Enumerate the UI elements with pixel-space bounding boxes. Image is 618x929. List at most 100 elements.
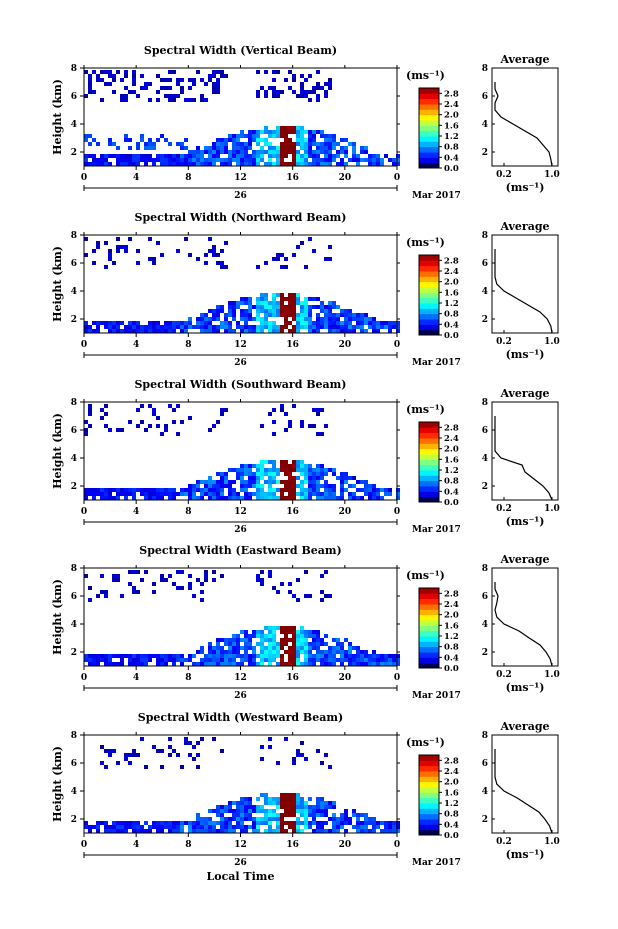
heatmap-cell	[272, 305, 276, 309]
heatmap-cell	[316, 476, 320, 480]
heatmap-cell	[212, 253, 216, 257]
heatmap-cell	[320, 658, 324, 662]
heatmap-cell	[340, 650, 344, 654]
heatmap-cell	[140, 329, 144, 333]
heatmap-cell	[156, 321, 160, 325]
heatmap-cell	[260, 658, 264, 662]
heatmap-cell	[124, 98, 128, 102]
heatmap-cell	[332, 158, 336, 162]
heatmap-cell	[296, 809, 300, 813]
heatmap-cell	[348, 492, 352, 496]
colorbar-tick-label: 2.0	[444, 278, 459, 288]
heatmap-cell	[224, 317, 228, 321]
heatmap-cell	[108, 753, 112, 757]
heatmap-cell	[188, 582, 192, 586]
heatmap-cell	[120, 98, 124, 102]
heatmap-cell	[312, 472, 316, 476]
heatmap-cell	[240, 325, 244, 329]
heatmap-cell	[360, 829, 364, 833]
heatmap-cell	[112, 329, 116, 333]
heatmap-cell	[152, 745, 156, 749]
heatmap-cell	[332, 472, 336, 476]
heatmap-cell	[224, 484, 228, 488]
heatmap-cell	[140, 654, 144, 658]
heatmap-cell	[376, 154, 380, 158]
heatmap-cell	[260, 146, 264, 150]
heatmap-cell	[168, 98, 172, 102]
heatmap-cell	[300, 158, 304, 162]
heatmap-cell	[272, 86, 276, 90]
heatmap-cell	[272, 638, 276, 642]
heatmap-cell	[296, 134, 300, 138]
heatmap-cell	[288, 305, 292, 309]
heatmap-cell	[84, 253, 88, 257]
heatmap-cell	[356, 646, 360, 650]
heatmap-cell	[128, 146, 132, 150]
heatmap-cell	[104, 821, 108, 825]
heatmap-cell	[260, 130, 264, 134]
heatmap-cell	[288, 480, 292, 484]
heatmap-cell	[136, 329, 140, 333]
heatmap-cell	[104, 325, 108, 329]
y-axis-label: Height (km)	[51, 746, 64, 822]
heatmap-cell	[268, 654, 272, 658]
heatmap-cell	[120, 654, 124, 658]
heatmap-cell	[204, 82, 208, 86]
heatmap-cell	[260, 301, 264, 305]
heatmap-cell	[248, 313, 252, 317]
heatmap-cell	[292, 630, 296, 634]
heatmap-cell	[232, 642, 236, 646]
heatmap-cell	[128, 825, 132, 829]
heatmap-cell	[372, 658, 376, 662]
heatmap-cell	[344, 658, 348, 662]
heatmap-cell	[140, 492, 144, 496]
heatmap-cell	[276, 158, 280, 162]
heatmap-cell	[236, 817, 240, 821]
colorbar-tick-label: 0.0	[444, 498, 459, 508]
heatmap-cell	[304, 142, 308, 146]
colorbar: (ms⁻¹)2.82.42.01.61.20.80.40.0	[406, 236, 459, 341]
heatmap-cell	[152, 654, 156, 658]
heatmap-cell	[352, 658, 356, 662]
colorbar-swatch	[419, 480, 439, 487]
heatmap-cell	[292, 658, 296, 662]
profile-x-tick-label: 0.2	[496, 670, 512, 680]
colorbar-swatch	[419, 598, 439, 605]
heatmap-cell	[164, 325, 168, 329]
heatmap-cell	[288, 329, 292, 333]
heatmap-cell	[272, 293, 276, 297]
heatmap-cell	[368, 484, 372, 488]
heatmap-cell	[152, 825, 156, 829]
heatmap-cell	[256, 797, 260, 801]
heatmap-cell	[276, 817, 280, 821]
heatmap-cell	[268, 821, 272, 825]
heatmap-cell	[200, 162, 204, 166]
heatmap-cell	[284, 257, 288, 261]
heatmap-cell	[180, 142, 184, 146]
heatmap-cell	[208, 646, 212, 650]
heatmap-cell	[184, 146, 188, 150]
heatmap-cell	[172, 408, 176, 412]
heatmap-cell	[92, 329, 96, 333]
heatmap-cell	[360, 321, 364, 325]
heatmap-cell	[276, 309, 280, 313]
heatmap-cell	[216, 90, 220, 94]
heatmap-cell	[120, 94, 124, 98]
heatmap-cell	[372, 650, 376, 654]
colorbar-swatch	[419, 787, 439, 793]
heatmap-cell	[236, 134, 240, 138]
heatmap-cell	[352, 317, 356, 321]
heatmap-cell	[228, 642, 232, 646]
profile-frame	[491, 401, 559, 501]
heatmap-cell	[108, 492, 112, 496]
heatmap-cell	[180, 154, 184, 158]
heatmap-cell	[96, 74, 100, 78]
heatmap-cell	[312, 150, 316, 154]
heatmap-cell	[136, 142, 140, 146]
heatmap-cell	[236, 321, 240, 325]
heatmap-cell	[196, 813, 200, 817]
heatmap-cell	[356, 154, 360, 158]
heatmap-cell	[204, 829, 208, 833]
heatmap-cell	[188, 78, 192, 82]
heatmap-cell	[260, 150, 264, 154]
